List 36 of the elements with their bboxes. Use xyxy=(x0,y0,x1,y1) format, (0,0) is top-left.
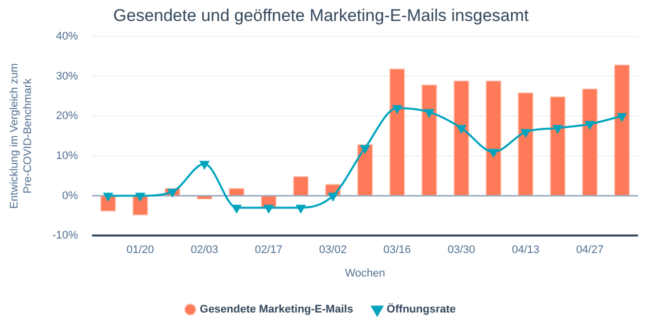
chart-title: Gesendete und geöffnete Marketing-E-Mails insgesamt xyxy=(113,6,530,25)
y-tick-label: -10% xyxy=(52,230,78,242)
x-tick-label: 01/20 xyxy=(126,244,154,256)
y-tick-label: 10% xyxy=(56,150,78,162)
y-axis-title: Entwicklung im Vergleich zum Pre-COVID-Benchmark xyxy=(8,63,34,209)
x-tick-label: 02/17 xyxy=(254,244,282,256)
point xyxy=(489,148,498,157)
point xyxy=(136,192,145,201)
x-tick-label: 03/16 xyxy=(383,244,411,256)
x-tick-label: 03/02 xyxy=(319,244,347,256)
x-tick-label: 02/03 xyxy=(190,244,218,256)
x-tick-label: 04/13 xyxy=(512,244,540,256)
x-axis-title: Wochen xyxy=(344,267,386,280)
point xyxy=(232,204,242,213)
point xyxy=(200,160,209,169)
x-tick-label: 03/30 xyxy=(448,244,476,256)
x-tick-label: 04/27 xyxy=(576,244,604,256)
y-tick-label: 20% xyxy=(56,110,78,122)
legend-label: Öffnungsrate xyxy=(386,302,456,316)
point xyxy=(585,121,594,130)
y-tick-label: 40% xyxy=(56,30,78,42)
point xyxy=(424,109,434,118)
point xyxy=(168,188,177,197)
point xyxy=(521,129,530,138)
point xyxy=(264,204,274,213)
y-tick-label: 30% xyxy=(56,70,78,82)
point xyxy=(104,192,113,201)
point xyxy=(456,125,466,134)
legend-label: Gesendete Marketing-E-Mails xyxy=(200,304,354,316)
point xyxy=(296,204,306,213)
point xyxy=(392,105,402,114)
point xyxy=(360,144,370,153)
point xyxy=(553,125,562,134)
point xyxy=(328,192,338,201)
y-tick-label: 0% xyxy=(62,190,78,202)
point xyxy=(617,113,626,122)
